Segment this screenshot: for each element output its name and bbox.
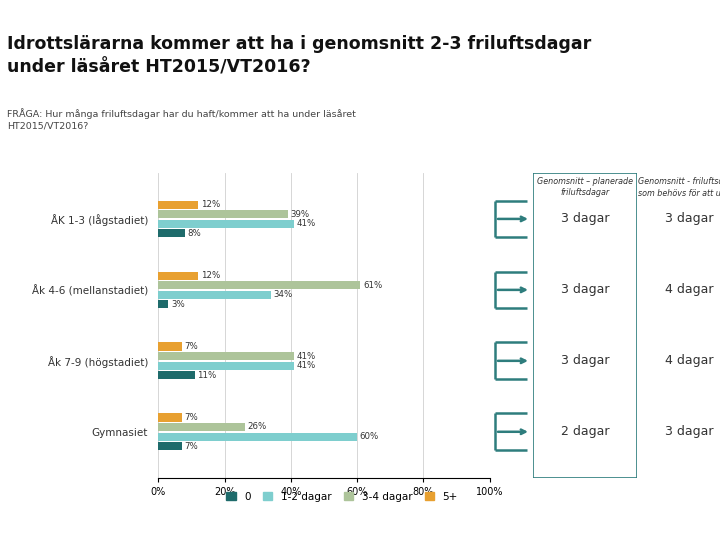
- Text: 3 dagar: 3 dagar: [561, 284, 609, 296]
- Bar: [158, 300, 168, 308]
- Bar: [158, 220, 294, 228]
- Text: 7%: 7%: [184, 342, 198, 351]
- Text: 41%: 41%: [297, 219, 316, 228]
- Bar: [158, 272, 198, 280]
- Text: 26%: 26%: [247, 422, 266, 431]
- Text: 7%: 7%: [184, 413, 198, 422]
- Text: ■■ NOVUS: ■■ NOVUS: [652, 519, 709, 532]
- Text: 60%: 60%: [360, 432, 379, 441]
- Text: 41%: 41%: [297, 361, 316, 370]
- Bar: [158, 342, 181, 350]
- Text: 3 dagar: 3 dagar: [561, 354, 609, 367]
- Text: Undersökning bland idrottslärare: Undersökning bland idrottslärare: [9, 11, 204, 24]
- Text: FRÅGA: Hur många friluftsdagar har du haft/kommer att ha under läsåret
HT2015/VT: FRÅGA: Hur många friluftsdagar har du ha…: [7, 108, 356, 131]
- Text: 12: 12: [13, 521, 29, 531]
- Bar: [158, 291, 271, 299]
- Text: 4 dagar: 4 dagar: [665, 354, 714, 367]
- Text: 3 dagar: 3 dagar: [665, 212, 714, 225]
- Text: 61%: 61%: [363, 281, 382, 289]
- Text: 41%: 41%: [297, 352, 316, 361]
- Bar: [158, 200, 198, 208]
- Text: Genomsnitt - friluftsdagar
som behövs för att uppnå: Genomsnitt - friluftsdagar som behövs fö…: [638, 177, 720, 198]
- Bar: [158, 362, 294, 370]
- Text: 11%: 11%: [197, 370, 217, 380]
- Text: 3 dagar: 3 dagar: [561, 212, 609, 225]
- Bar: [158, 281, 361, 289]
- Text: Genomsnitt – planerade
friluftsdagar: Genomsnitt – planerade friluftsdagar: [537, 177, 633, 197]
- Bar: [158, 210, 287, 218]
- Bar: [158, 433, 357, 441]
- Text: 8%: 8%: [187, 229, 202, 238]
- Text: 34%: 34%: [274, 290, 293, 299]
- Bar: [158, 229, 185, 237]
- Text: 2022-02-05: 2022-02-05: [643, 11, 711, 24]
- Text: Svenskt Friluftsliv: Svenskt Friluftsliv: [47, 521, 145, 531]
- Text: 3 dagar: 3 dagar: [665, 426, 714, 438]
- Bar: [158, 423, 245, 431]
- Bar: [158, 352, 294, 360]
- Bar: [158, 371, 195, 379]
- Text: 3%: 3%: [171, 300, 185, 309]
- Bar: [158, 442, 181, 450]
- Text: 12%: 12%: [201, 200, 220, 209]
- Text: Idrottslärarna kommer att ha i genomsnitt 2-3 friluftsdagar
under läsåret HT2015: Idrottslärarna kommer att ha i genomsnit…: [7, 35, 591, 76]
- Text: 2 dagar: 2 dagar: [561, 426, 609, 438]
- Text: 12%: 12%: [201, 271, 220, 280]
- Bar: [158, 414, 181, 422]
- Text: 39%: 39%: [290, 210, 310, 219]
- Text: 7%: 7%: [184, 442, 198, 450]
- Legend: 0, 1-2 dagar, 3-4 dagar, 5+: 0, 1-2 dagar, 3-4 dagar, 5+: [222, 488, 462, 505]
- Text: 4 dagar: 4 dagar: [665, 284, 714, 296]
